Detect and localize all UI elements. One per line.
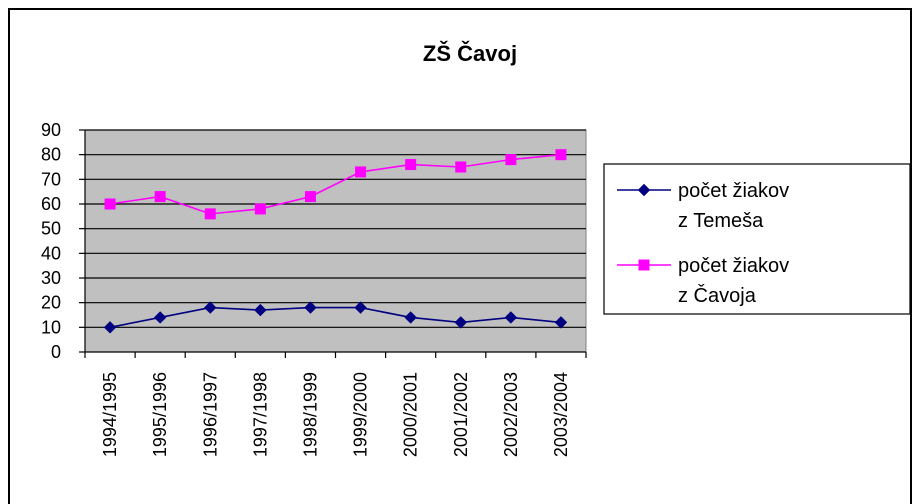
y-tick-label: 30 — [41, 268, 61, 288]
x-tick-label: 1998/1999 — [300, 372, 320, 457]
x-tick-label: 1999/2000 — [351, 372, 371, 457]
series-2 — [104, 149, 567, 220]
data-point — [103, 321, 117, 334]
data-point — [405, 159, 417, 171]
x-tick-label: 2000/2001 — [401, 372, 421, 457]
data-point — [304, 301, 317, 314]
data-point — [204, 208, 216, 220]
y-axis-ticks: 0 10 20 30 40 50 60 70 80 90 — [41, 120, 85, 362]
data-point — [153, 311, 167, 324]
data-point — [355, 166, 367, 178]
legend-label: počet žiakov — [678, 255, 789, 277]
legend-swatch-marker — [638, 259, 650, 271]
data-point — [104, 198, 116, 210]
x-tick-label: 2001/2002 — [451, 372, 471, 457]
legend-label: z Čavoja — [678, 284, 757, 307]
legend-swatch-marker — [637, 183, 651, 197]
data-point — [504, 311, 518, 324]
data-point — [154, 191, 166, 203]
x-tick-label: 1994/1995 — [100, 372, 120, 457]
data-point — [455, 161, 467, 173]
x-tick-label: 1995/1996 — [150, 372, 170, 457]
y-tick-label: 60 — [41, 194, 61, 214]
data-point — [254, 203, 266, 215]
legend-label: z Temeša — [678, 210, 764, 232]
x-tick-label: 2002/2003 — [501, 372, 521, 457]
x-axis-ticks: 1994/1995 1995/1996 1996/1997 1997/1998 1998… — [84, 352, 587, 457]
data-point — [454, 316, 467, 329]
data-point — [304, 191, 316, 203]
legend-label: počet žiakov — [678, 180, 789, 202]
chart-title: ZŠ Čavoj — [423, 41, 517, 66]
data-point — [354, 301, 367, 314]
series-1 — [103, 301, 568, 334]
x-tick-label: 1997/1998 — [250, 372, 270, 457]
legend-entry-1: počet žiakov z Temeša — [617, 180, 789, 232]
plot-area — [84, 129, 587, 353]
x-tick-label: 1996/1997 — [200, 372, 220, 457]
data-point — [554, 316, 568, 329]
legend: počet žiakov z Temeša počet žiakov z Čavoja — [603, 163, 911, 315]
y-tick-label: 90 — [41, 120, 61, 140]
y-tick-label: 0 — [51, 342, 61, 362]
data-point — [204, 301, 217, 314]
y-tick-label: 40 — [41, 243, 61, 263]
series-line — [109, 153, 562, 215]
x-tick-label: 2003/2004 — [551, 372, 571, 457]
legend-entry-2: počet žiakov z Čavoja — [617, 255, 789, 307]
data-point — [404, 311, 417, 324]
y-tick-label: 70 — [41, 169, 61, 189]
series-line — [109, 306, 562, 329]
data-point — [505, 154, 517, 166]
y-tick-label: 80 — [41, 145, 61, 165]
y-tick-label: 50 — [41, 219, 61, 239]
y-tick-label: 20 — [41, 293, 61, 313]
legend-box — [603, 163, 911, 315]
series-lines — [103, 149, 568, 334]
data-point — [254, 303, 267, 317]
gridlines — [85, 129, 586, 328]
data-point — [555, 149, 567, 161]
y-tick-label: 10 — [41, 317, 61, 337]
